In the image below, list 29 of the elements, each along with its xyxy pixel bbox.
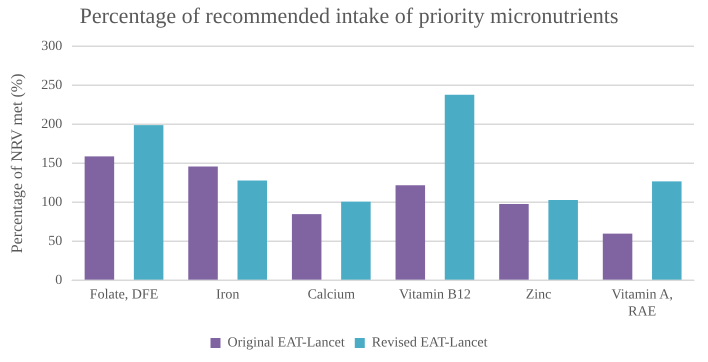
bar: [652, 181, 682, 280]
y-tick-label: 50: [48, 234, 62, 250]
y-tick-label: 150: [41, 156, 62, 172]
y-tick-label: 300: [41, 39, 62, 54]
bar: [499, 204, 529, 280]
x-tick-label: Calcium: [308, 287, 356, 302]
y-tick-label: 100: [41, 195, 62, 210]
bar: [602, 234, 632, 280]
x-tick-label: Folate, DFE: [90, 287, 158, 302]
y-tick-label: 200: [41, 117, 62, 132]
bar: [292, 214, 322, 280]
bar: [444, 94, 474, 280]
x-tick-label: Vitamin B12: [398, 287, 471, 302]
bar: [548, 200, 578, 280]
legend-label: Original EAT-Lancet: [228, 336, 345, 351]
bar: [237, 180, 268, 280]
legend-label: Revised EAT-Lancet: [372, 336, 488, 351]
x-tick-label: Iron: [216, 287, 240, 302]
x-tick-label: Vitamin A, RAE: [611, 287, 673, 320]
y-tick-label: 0: [55, 273, 62, 288]
bar: [134, 125, 164, 280]
x-tick-label: Zinc: [526, 287, 552, 302]
y-axis-title: Percentage of NRV met (%): [8, 74, 26, 254]
chart-title: Percentage of recommended intake of priority micronutrients: [80, 2, 618, 28]
y-tick-label: 250: [41, 78, 62, 94]
bar: [396, 185, 426, 280]
bar: [84, 156, 114, 280]
bar: [188, 166, 218, 280]
bar: [341, 202, 371, 280]
